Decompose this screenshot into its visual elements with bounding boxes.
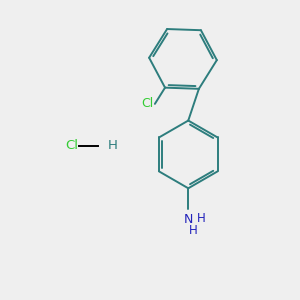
Text: Cl: Cl	[141, 98, 153, 110]
Text: H: H	[196, 212, 205, 225]
Text: N: N	[184, 213, 193, 226]
Text: H: H	[107, 139, 117, 152]
Text: H: H	[189, 224, 198, 237]
Text: Cl: Cl	[65, 139, 78, 152]
